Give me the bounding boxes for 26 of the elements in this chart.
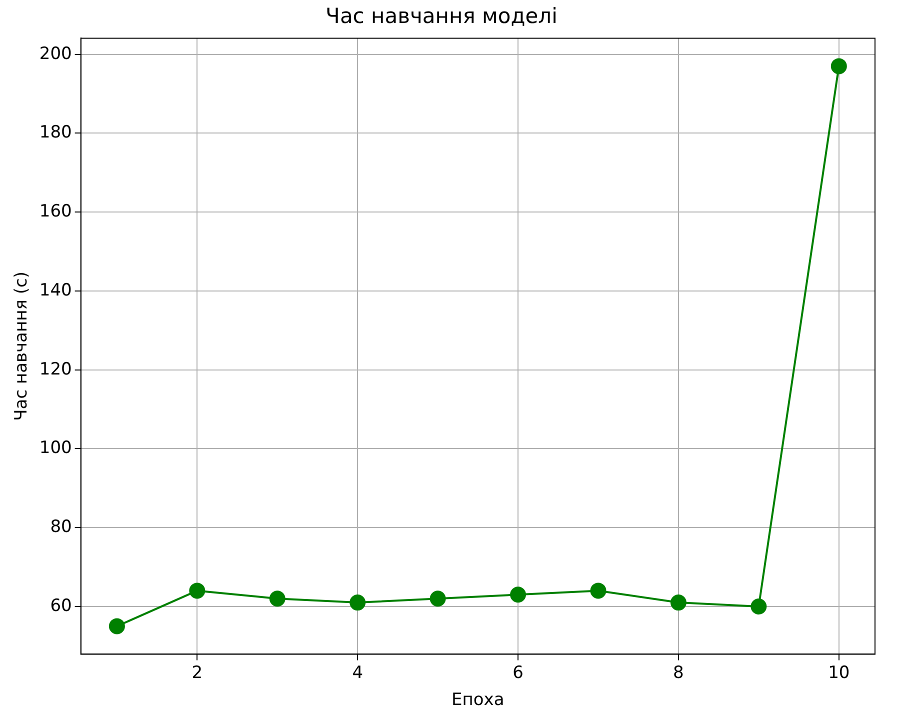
- point: [670, 594, 686, 611]
- x-axis-title: Епоха: [452, 690, 504, 710]
- x-tick-label: 10: [828, 662, 850, 683]
- y-axis-title: Час навчання (с): [12, 272, 32, 421]
- x-tick-label: 8: [673, 662, 684, 683]
- x-tick-label: 6: [512, 662, 524, 683]
- point: [430, 590, 446, 607]
- y-tick-label: 180: [39, 122, 72, 143]
- point: [510, 586, 526, 603]
- y-tick-label: 80: [50, 517, 72, 538]
- point: [189, 582, 206, 599]
- chart-title: Час навчання моделі: [326, 4, 558, 28]
- y-tick-label: 140: [39, 280, 72, 300]
- y-tick-label: 200: [39, 44, 72, 64]
- point: [750, 598, 767, 614]
- y-tick-label: 100: [39, 438, 72, 458]
- point: [830, 58, 847, 74]
- point: [590, 582, 606, 599]
- y-tick-label: 120: [39, 359, 72, 380]
- point: [108, 618, 125, 634]
- x-tick-label: 4: [352, 662, 364, 683]
- point: [269, 590, 286, 607]
- x-tick-label: 2: [192, 662, 203, 683]
- y-tick-label: 160: [39, 202, 72, 222]
- y-tick-label: 60: [50, 596, 72, 616]
- point: [350, 594, 366, 611]
